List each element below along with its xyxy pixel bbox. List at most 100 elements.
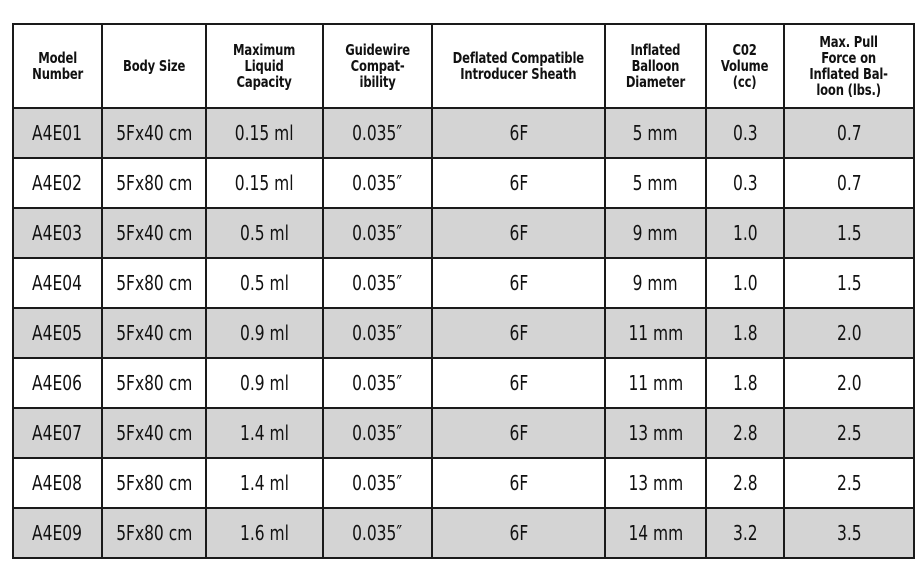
cell-body-size: 5Fx80 cm [101, 357, 207, 409]
header-guidewire-compatibility: Guidewire Compat- ibility [322, 23, 433, 109]
cell-body-size-value: 5Fx80 cm [115, 171, 193, 195]
cell-pull-force-value: 0.7 [836, 171, 862, 195]
table-row: A4E05 5Fx40 cm 0.9 ml 0.035″ 6F 11 mm 1.8 2.0 [12, 307, 915, 359]
cell-pull-force-value: 2.5 [836, 421, 862, 445]
cell-introducer-sheath: 6F [431, 507, 606, 559]
cell-pull-force: 0.7 [783, 107, 915, 159]
cell-pull-force-value: 2.0 [836, 321, 862, 345]
cell-guidewire-value: 0.035″ [352, 521, 403, 545]
cell-model-number: A4E03 [12, 207, 103, 259]
cell-introducer-sheath: 6F [431, 307, 606, 359]
cell-liquid-capacity: 0.9 ml [205, 307, 324, 359]
cell-body-size: 5Fx80 cm [101, 157, 207, 209]
cell-pull-force: 1.5 [783, 207, 915, 259]
cell-introducer-sheath: 6F [431, 157, 606, 209]
cell-balloon-diameter: 13 mm [604, 407, 707, 459]
cell-model-number-value: A4E09 [32, 521, 83, 545]
cell-balloon-diameter: 11 mm [604, 307, 707, 359]
cell-guidewire-value: 0.035″ [352, 121, 403, 145]
table-row: A4E03 5Fx40 cm 0.5 ml 0.035″ 6F 9 mm 1.0 1.5 [12, 207, 915, 259]
table-row: A4E09 5Fx80 cm 1.6 ml 0.035″ 6F 14 mm 3.2 3.5 [12, 507, 915, 559]
header-introducer-sheath: Deflated Compatible Introducer Sheath [431, 23, 606, 109]
table-row: A4E04 5Fx80 cm 0.5 ml 0.035″ 6F 9 mm 1.0 1.5 [12, 257, 915, 309]
cell-liquid-capacity-value: 0.9 ml [240, 371, 289, 395]
header-max-pull-force: Max. Pull Force on Inflated Bal- loon (l… [783, 23, 915, 109]
cell-introducer-sheath-value: 6F [509, 221, 528, 245]
cell-balloon-diameter: 11 mm [604, 357, 707, 409]
cell-guidewire: 0.035″ [322, 157, 433, 209]
cell-balloon-diameter: 14 mm [604, 507, 707, 559]
cell-model-number-value: A4E06 [32, 371, 83, 395]
cell-balloon-diameter-value: 5 mm [633, 171, 678, 195]
cell-body-size-value: 5Fx80 cm [115, 521, 193, 545]
cell-body-size: 5Fx40 cm [101, 107, 207, 159]
table-row: A4E02 5Fx80 cm 0.15 ml 0.035″ 6F 5 mm 0.3 0.7 [12, 157, 915, 209]
cell-liquid-capacity: 0.5 ml [205, 257, 324, 309]
cell-balloon-diameter: 13 mm [604, 457, 707, 509]
cell-co2-volume: 2.8 [705, 407, 785, 459]
cell-pull-force: 2.0 [783, 307, 915, 359]
cell-co2-volume-value: 1.0 [732, 271, 758, 295]
cell-balloon-diameter: 9 mm [604, 207, 707, 259]
cell-liquid-capacity: 0.9 ml [205, 357, 324, 409]
cell-introducer-sheath: 6F [431, 257, 606, 309]
cell-co2-volume-value: 0.3 [732, 121, 758, 145]
cell-introducer-sheath: 6F [431, 107, 606, 159]
table-row: A4E07 5Fx40 cm 1.4 ml 0.035″ 6F 13 mm 2.8 2.5 [12, 407, 915, 459]
cell-model-number-value: A4E08 [32, 471, 83, 495]
product-spec-table: Model Number Body Size Maximum Liquid Ca… [12, 23, 915, 559]
cell-model-number: A4E02 [12, 157, 103, 209]
cell-co2-volume-value: 1.8 [732, 321, 758, 345]
cell-co2-volume-value: 2.8 [732, 471, 758, 495]
cell-liquid-capacity-value: 1.6 ml [240, 521, 289, 545]
cell-liquid-capacity: 0.5 ml [205, 207, 324, 259]
cell-body-size-value: 5Fx40 cm [115, 321, 193, 345]
cell-balloon-diameter: 5 mm [604, 107, 707, 159]
cell-co2-volume: 1.0 [705, 257, 785, 309]
header-balloon-diameter: Inflated Balloon Diameter [604, 23, 707, 109]
cell-introducer-sheath: 6F [431, 207, 606, 259]
cell-guidewire-value: 0.035″ [352, 271, 403, 295]
cell-guidewire: 0.035″ [322, 457, 433, 509]
cell-pull-force-value: 2.5 [836, 471, 862, 495]
cell-model-number-value: A4E07 [32, 421, 83, 445]
cell-co2-volume-value: 3.2 [732, 521, 758, 545]
cell-introducer-sheath-value: 6F [509, 121, 528, 145]
cell-co2-volume-value: 0.3 [732, 171, 758, 195]
cell-guidewire-value: 0.035″ [352, 321, 403, 345]
cell-balloon-diameter-value: 5 mm [633, 121, 678, 145]
cell-liquid-capacity-value: 0.9 ml [240, 321, 289, 345]
cell-guidewire: 0.035″ [322, 357, 433, 409]
cell-introducer-sheath-value: 6F [509, 371, 528, 395]
cell-co2-volume: 0.3 [705, 157, 785, 209]
cell-model-number: A4E06 [12, 357, 103, 409]
cell-liquid-capacity: 1.4 ml [205, 457, 324, 509]
cell-pull-force: 3.5 [783, 507, 915, 559]
cell-body-size-value: 5Fx40 cm [115, 421, 193, 445]
cell-introducer-sheath-value: 6F [509, 471, 528, 495]
cell-liquid-capacity: 1.6 ml [205, 507, 324, 559]
cell-liquid-capacity-value: 1.4 ml [240, 421, 289, 445]
cell-introducer-sheath: 6F [431, 407, 606, 459]
cell-guidewire: 0.035″ [322, 257, 433, 309]
header-maximum-liquid-capacity: Maximum Liquid Capacity [205, 23, 324, 109]
cell-balloon-diameter: 9 mm [604, 257, 707, 309]
product-spec-table-container: Model Number Body Size Maximum Liquid Ca… [12, 23, 915, 559]
cell-guidewire-value: 0.035″ [352, 371, 403, 395]
cell-introducer-sheath: 6F [431, 457, 606, 509]
cell-liquid-capacity-value: 0.15 ml [235, 171, 294, 195]
cell-liquid-capacity: 1.4 ml [205, 407, 324, 459]
cell-liquid-capacity-value: 0.5 ml [240, 221, 289, 245]
cell-model-number-value: A4E03 [32, 221, 83, 245]
cell-co2-volume-value: 2.8 [732, 421, 758, 445]
cell-pull-force-value: 2.0 [836, 371, 862, 395]
cell-liquid-capacity: 0.15 ml [205, 107, 324, 159]
cell-guidewire: 0.035″ [322, 207, 433, 259]
cell-pull-force: 2.5 [783, 407, 915, 459]
cell-body-size: 5Fx80 cm [101, 507, 207, 559]
cell-guidewire: 0.035″ [322, 107, 433, 159]
cell-model-number-value: A4E05 [32, 321, 83, 345]
cell-body-size: 5Fx40 cm [101, 307, 207, 359]
cell-model-number: A4E05 [12, 307, 103, 359]
table-body: A4E01 5Fx40 cm 0.15 ml 0.035″ 6F 5 mm 0.3 0.7 A4… [12, 107, 915, 559]
